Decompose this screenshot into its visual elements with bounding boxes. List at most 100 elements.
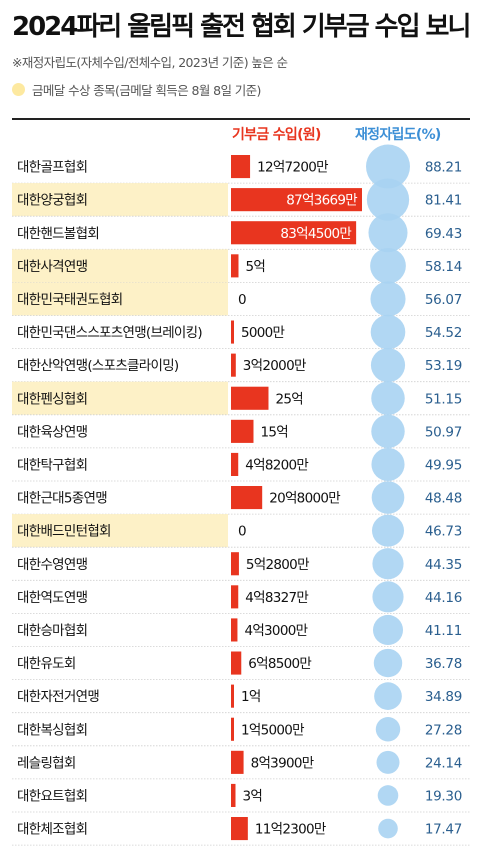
- ratio-value-label: 41.11: [425, 623, 462, 639]
- ratio-bubble: [373, 648, 403, 678]
- ratio-value-label: 34.89: [425, 689, 462, 705]
- donation-value-label: 15억: [260, 424, 288, 440]
- ratio-value-label: 54.52: [425, 325, 462, 341]
- donation-value-label: 4억8327만: [245, 590, 308, 606]
- donation-bar: [231, 155, 251, 179]
- ratio-value-label: 44.35: [425, 557, 462, 573]
- gold-medal-row-highlight: [12, 249, 228, 283]
- donation-value-label: 3억: [242, 788, 262, 804]
- donation-bar: [231, 188, 362, 212]
- association-label: 대한요트협회: [17, 788, 87, 804]
- donation-bar: [231, 552, 239, 576]
- donation-column-header: 기부금 수입(원): [232, 127, 321, 143]
- donation-bar: [231, 651, 242, 675]
- donation-value-label: 8억3900만: [251, 755, 314, 771]
- ratio-value-label: 69.43: [425, 226, 462, 242]
- association-label: 대한유도회: [17, 656, 76, 672]
- legend: 금메달 수상 종목(금메달 획득은 8월 8일 기준): [12, 79, 261, 99]
- association-label: 대한양궁협회: [17, 193, 87, 209]
- ratio-bubble: [372, 548, 404, 580]
- ratio-bubble: [366, 178, 410, 221]
- chart-subtitle: ※재정자립도(자체수입/전체수입, 2023년 기준) 높은 순: [12, 55, 288, 70]
- donation-value-label: 5000만: [241, 325, 285, 341]
- ratio-value-label: 53.19: [425, 358, 462, 374]
- donation-value-label: 4억3000만: [244, 623, 307, 639]
- association-label: 대한민국태권도협회: [17, 292, 122, 308]
- donation-value-label: 0: [238, 524, 246, 540]
- donation-value-label: 3억2000만: [243, 358, 306, 374]
- gold-medal-row-highlight: [12, 183, 228, 217]
- donation-bar: [231, 419, 254, 443]
- ratio-bubble: [378, 818, 398, 839]
- donation-value-label: 5억: [245, 259, 265, 275]
- association-label: 대한역도연맹: [17, 590, 88, 606]
- donation-bar: [231, 817, 248, 841]
- association-label: 대한자전거연맹: [17, 689, 99, 705]
- ratio-value-label: 56.07: [425, 292, 462, 308]
- donation-bar: [231, 320, 234, 344]
- association-label: 대한골프협회: [17, 160, 87, 176]
- gold-medal-row-highlight: [12, 514, 228, 548]
- donation-bar: [231, 386, 269, 410]
- association-label: 대한핸드볼협회: [17, 226, 99, 242]
- donation-bar: [231, 750, 244, 774]
- donation-value-label: 87억3669만: [286, 193, 357, 209]
- association-label: 대한수영연맹: [17, 557, 88, 573]
- donation-value-label: 20억8000만: [269, 491, 340, 507]
- ratio-value-label: 88.21: [425, 160, 462, 176]
- association-label: 레슬링협회: [17, 755, 76, 771]
- association-label: 대한체조협회: [17, 822, 87, 838]
- ratio-bubble: [370, 281, 406, 317]
- association-label: 대한복싱협회: [17, 722, 87, 738]
- ratio-value-label: 24.14: [425, 755, 462, 771]
- ratio-value-label: 58.14: [425, 259, 462, 275]
- donation-bar: [231, 254, 239, 278]
- association-label: 대한근대5종연맹: [17, 491, 107, 507]
- ratio-value-label: 46.73: [425, 524, 462, 540]
- ratio-column-header: 재정자립도(%): [355, 127, 441, 143]
- donation-value-label: 1억5000만: [241, 722, 304, 738]
- ratio-bubble: [371, 514, 405, 547]
- ratio-bubble: [372, 581, 404, 613]
- donation-bar: [231, 452, 239, 476]
- ratio-bubble: [372, 614, 404, 645]
- ratio-value-label: 36.78: [425, 656, 462, 672]
- gold-medal-row-highlight: [12, 381, 228, 415]
- donation-bar: [231, 486, 263, 510]
- ratio-value-label: 17.47: [425, 822, 462, 838]
- donation-bar: [231, 585, 239, 609]
- association-label: 대한배드민턴협회: [17, 524, 111, 540]
- ratio-value-label: 81.41: [425, 193, 462, 209]
- donation-value-label: 6억8500만: [248, 656, 311, 672]
- donation-value-label: 4억8200만: [245, 457, 308, 473]
- association-label: 대한펜싱협회: [17, 391, 87, 407]
- donation-bar: [231, 684, 234, 708]
- donation-value-label: 11억2300만: [255, 822, 326, 838]
- ratio-bubble: [370, 348, 406, 383]
- donation-bar: [231, 618, 238, 642]
- ratio-bubble: [374, 682, 402, 710]
- ratio-bubble: [370, 314, 406, 350]
- donation-bar: [231, 221, 357, 245]
- association-label: 대한승마협회: [17, 623, 87, 639]
- association-label: 대한탁구협회: [17, 457, 87, 473]
- ratio-value-label: 27.28: [425, 722, 462, 738]
- ratio-bubble: [371, 481, 405, 514]
- association-label: 대한사격연맹: [17, 259, 88, 275]
- ratio-bubble: [371, 447, 405, 482]
- gold-medal-legend-swatch: [12, 82, 25, 96]
- association-label: 대한산악연맹(스포츠클라이밍): [17, 358, 179, 374]
- ratio-bubble: [366, 144, 410, 189]
- donation-bar: [231, 783, 236, 807]
- ratio-value-label: 19.30: [425, 788, 462, 804]
- donation-value-label: 25억: [275, 391, 303, 407]
- ratio-bubble: [368, 213, 408, 253]
- donation-value-label: 5억2800만: [246, 557, 309, 573]
- association-label: 대한육상연맹: [17, 424, 88, 440]
- donation-value-label: 0: [238, 292, 246, 308]
- table-top-rule: [12, 118, 470, 120]
- ratio-value-label: 44.16: [425, 590, 462, 606]
- gold-medal-row-highlight: [12, 282, 228, 316]
- donation-value-label: 12억7200만: [257, 160, 328, 176]
